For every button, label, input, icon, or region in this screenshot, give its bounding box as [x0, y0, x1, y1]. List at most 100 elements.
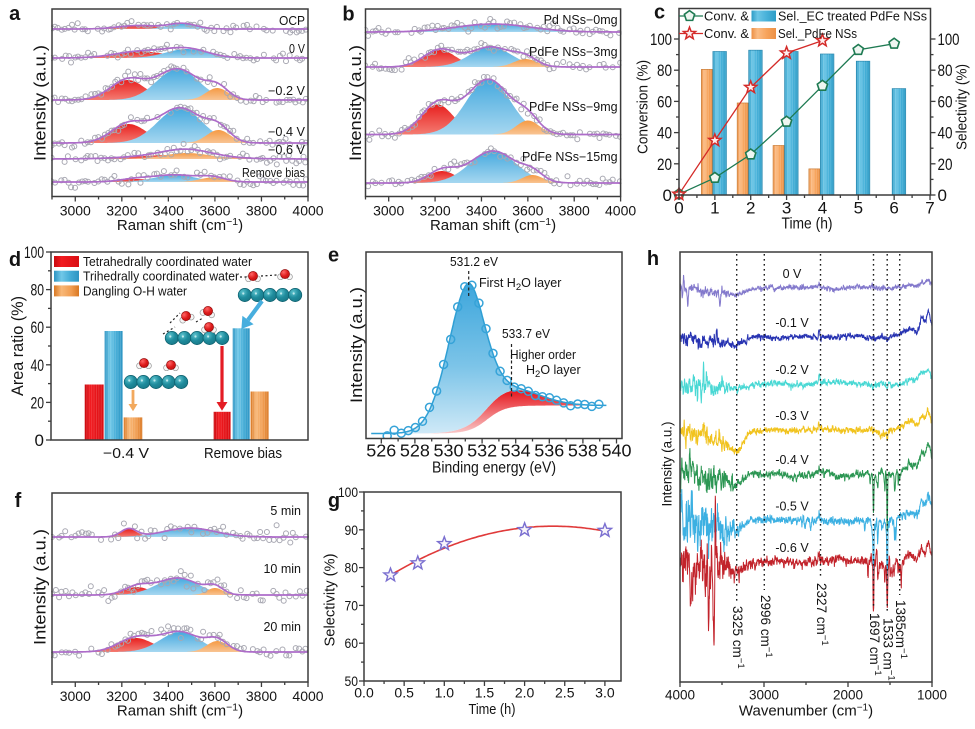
svg-text:−0.6 V: −0.6 V — [268, 143, 306, 157]
svg-text:Raman shift (cm−1): Raman shift (cm−1) — [430, 216, 556, 234]
svg-text:Selectivity (%): Selectivity (%) — [323, 554, 339, 647]
svg-text:10 min: 10 min — [263, 562, 301, 576]
svg-text:−0.4 V: −0.4 V — [268, 125, 306, 139]
svg-text:d: d — [9, 249, 21, 271]
svg-text:3325 cm−1: 3325 cm−1 — [730, 606, 747, 669]
svg-text:3600: 3600 — [199, 688, 230, 704]
svg-text:-0.3 V: -0.3 V — [775, 409, 809, 423]
svg-text:0 V: 0 V — [783, 267, 802, 281]
svg-text:50: 50 — [345, 673, 359, 689]
svg-text:Area ratio (%): Area ratio (%) — [9, 296, 27, 396]
svg-text:3: 3 — [782, 199, 791, 218]
svg-text:80: 80 — [938, 61, 953, 80]
svg-text:4000: 4000 — [292, 203, 323, 219]
svg-text:1697 cm−1: 1697 cm−1 — [867, 613, 884, 676]
svg-text:3600: 3600 — [199, 203, 230, 219]
svg-text:5 min: 5 min — [270, 504, 301, 518]
svg-text:532: 532 — [467, 441, 497, 461]
svg-text:60: 60 — [938, 92, 953, 111]
svg-text:1533 cm−1: 1533 cm−1 — [881, 618, 898, 681]
svg-text:3200: 3200 — [419, 203, 450, 219]
svg-text:Conv. &: Conv. & — [704, 9, 749, 24]
svg-text:0: 0 — [674, 199, 683, 218]
svg-text:2.0: 2.0 — [515, 685, 535, 701]
svg-text:1.5: 1.5 — [475, 685, 495, 701]
svg-text:3600: 3600 — [512, 203, 543, 219]
svg-text:Remove bias: Remove bias — [204, 446, 282, 462]
svg-text:H2O layer: H2O layer — [526, 363, 581, 380]
svg-text:20: 20 — [31, 393, 45, 412]
svg-text:3800: 3800 — [246, 688, 277, 704]
svg-text:3000: 3000 — [60, 688, 91, 704]
svg-text:0: 0 — [35, 431, 44, 450]
svg-text:70: 70 — [345, 597, 359, 613]
svg-text:540: 540 — [602, 441, 632, 461]
svg-text:-0.1 V: -0.1 V — [775, 316, 809, 330]
svg-text:60: 60 — [657, 92, 672, 111]
svg-text:533.7 eV: 533.7 eV — [502, 327, 551, 341]
svg-text:20: 20 — [657, 155, 672, 174]
svg-text:1385cm−1: 1385cm−1 — [893, 600, 910, 659]
svg-text:0.0: 0.0 — [354, 685, 374, 701]
svg-text:0: 0 — [938, 186, 947, 205]
svg-text:2.5: 2.5 — [555, 685, 575, 701]
svg-text:Intensity (a.u.): Intensity (a.u.) — [31, 529, 50, 645]
svg-text:4000: 4000 — [292, 688, 323, 704]
svg-text:Intensity (a.u.): Intensity (a.u.) — [660, 422, 675, 507]
svg-text:PdFe NSs−15mg: PdFe NSs−15mg — [522, 150, 618, 164]
svg-text:530: 530 — [434, 441, 464, 461]
svg-text:Conversion (%): Conversion (%) — [636, 60, 652, 154]
svg-text:c: c — [654, 2, 665, 24]
svg-text:h: h — [647, 248, 659, 270]
svg-text:536: 536 — [534, 441, 564, 461]
svg-text:3000: 3000 — [60, 203, 91, 219]
svg-text:Higher order: Higher order — [510, 348, 576, 362]
svg-text:3800: 3800 — [246, 203, 277, 219]
svg-text:80: 80 — [657, 61, 672, 80]
svg-text:a: a — [9, 3, 21, 25]
svg-text:526: 526 — [366, 441, 396, 461]
svg-text:528: 528 — [400, 441, 430, 461]
svg-text:-0.2 V: -0.2 V — [775, 363, 809, 377]
svg-text:3400: 3400 — [153, 203, 184, 219]
svg-text:2: 2 — [746, 199, 755, 218]
svg-text:Remove bias: Remove bias — [242, 166, 305, 180]
svg-text:Intensity (a.u.): Intensity (a.u.) — [31, 45, 50, 161]
svg-text:3000: 3000 — [373, 203, 404, 219]
svg-text:100: 100 — [938, 30, 960, 49]
svg-text:3200: 3200 — [106, 203, 137, 219]
svg-text:40: 40 — [657, 124, 672, 143]
svg-text:0 V: 0 V — [289, 42, 306, 56]
svg-text:Pd NSs−0mg: Pd NSs−0mg — [544, 13, 618, 27]
svg-text:Tetrahedrally coordinated wate: Tetrahedrally coordinated water — [83, 254, 253, 269]
svg-text:3400: 3400 — [153, 688, 184, 704]
svg-text:PdFe NSs−9mg: PdFe NSs−9mg — [529, 100, 618, 114]
svg-text:f: f — [15, 490, 22, 512]
svg-text:60: 60 — [31, 318, 45, 337]
svg-text:40: 40 — [31, 356, 45, 375]
svg-text:-0.4 V: -0.4 V — [775, 453, 809, 467]
svg-text:80: 80 — [31, 281, 45, 300]
svg-text:Binding energy (eV): Binding energy (eV) — [432, 460, 556, 477]
svg-text:3200: 3200 — [106, 688, 137, 704]
svg-text:Selectivity (%): Selectivity (%) — [955, 64, 971, 150]
svg-text:Raman shift (cm−1): Raman shift (cm−1) — [117, 702, 243, 720]
svg-text:4: 4 — [818, 199, 827, 218]
svg-text:Intensity (a.u.): Intensity (a.u.) — [347, 287, 366, 403]
svg-text:6: 6 — [889, 199, 898, 218]
svg-text:Time (h): Time (h) — [782, 216, 833, 233]
svg-text:534: 534 — [501, 441, 531, 461]
svg-text:3400: 3400 — [466, 203, 497, 219]
svg-text:40: 40 — [938, 124, 953, 143]
svg-text:b: b — [342, 4, 354, 26]
svg-text:100: 100 — [24, 243, 44, 262]
svg-text:60: 60 — [345, 635, 359, 651]
svg-text:Wavenumber (cm−1): Wavenumber (cm−1) — [739, 703, 873, 720]
svg-text:100: 100 — [338, 484, 358, 500]
svg-text:3.0: 3.0 — [595, 685, 615, 701]
svg-text:e: e — [328, 245, 339, 267]
svg-text:3800: 3800 — [559, 203, 590, 219]
svg-text:5: 5 — [854, 199, 863, 218]
svg-text:Time (h): Time (h) — [469, 702, 516, 718]
svg-text:First H2O layer: First H2O layer — [479, 276, 561, 293]
